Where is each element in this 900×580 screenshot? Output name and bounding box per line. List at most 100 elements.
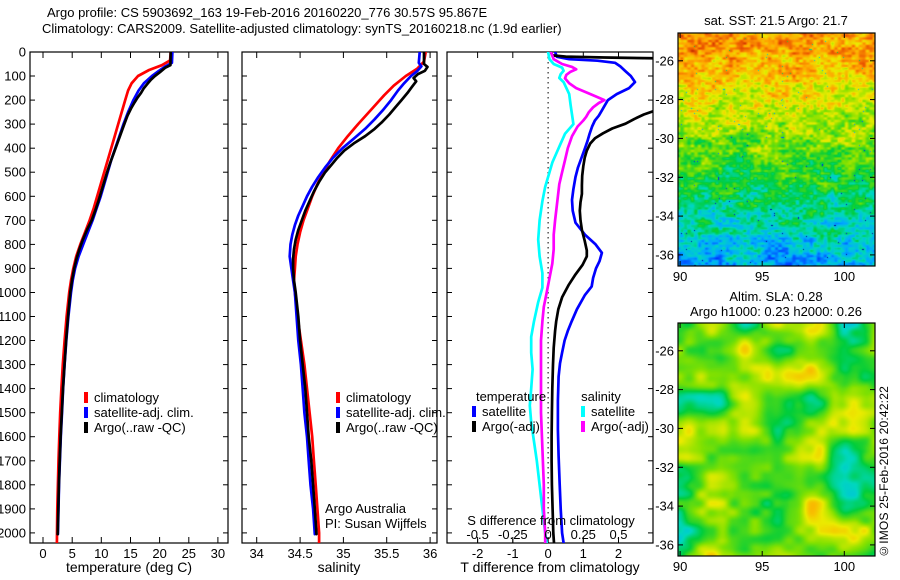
- t-difference-axis-label: T difference from climatology: [460, 559, 640, 575]
- sla-map-subtitle: Argo h1000: 0.23 h2000: 0.26: [689, 304, 863, 319]
- svg-text:1900: 1900: [0, 501, 26, 516]
- svg-text:-2: -2: [472, 546, 484, 561]
- svg-text:-36: -36: [655, 247, 674, 262]
- legend-item-s-argo-adj: Argo(-adj): [581, 419, 649, 434]
- legend-swatch-satellite-adj: [84, 407, 88, 418]
- svg-text:36: 36: [423, 546, 437, 561]
- svg-text:2000: 2000: [0, 525, 26, 540]
- legend-label-t-argo-adj: Argo(-adj): [482, 419, 540, 434]
- legend-item-t-satellite: satellite: [472, 404, 540, 419]
- svg-text:-26: -26: [655, 343, 674, 358]
- svg-text:95: 95: [755, 269, 769, 284]
- sla-heatmap: [678, 323, 875, 556]
- svg-text:100: 100: [4, 69, 26, 84]
- s-difference-tick-labels: -0.5 -0.25 0 0.25 0.5: [0, 527, 900, 542]
- svg-text:-32: -32: [655, 170, 674, 185]
- legend-swatch-climatology: [336, 392, 340, 403]
- s-difference-tick: 0: [544, 527, 552, 542]
- svg-text:600: 600: [4, 189, 26, 204]
- svg-text:1300: 1300: [0, 357, 26, 372]
- svg-text:1800: 1800: [0, 477, 26, 492]
- legend-label-climatology: climatology: [346, 390, 412, 405]
- svg-text:100: 100: [833, 559, 855, 574]
- svg-text:900: 900: [4, 261, 26, 276]
- legend-label-argo-raw: Argo(..raw -QC): [346, 420, 438, 435]
- sst-map-title: sat. SST: 21.5 Argo: 21.7: [704, 13, 848, 28]
- svg-text:-28: -28: [655, 382, 674, 397]
- legend-item-satellite-adj: satellite-adj. clim.: [336, 405, 446, 420]
- legend-swatch-climatology: [84, 392, 88, 403]
- svg-text:10: 10: [94, 546, 108, 561]
- svg-text:90: 90: [673, 269, 687, 284]
- svg-text:34: 34: [249, 546, 263, 561]
- imos-watermark: ©IMOS 25-Feb-2016 20:42:22: [877, 386, 891, 558]
- legend-swatch-t-satellite: [472, 406, 476, 417]
- curve-t-satellite: [553, 52, 637, 543]
- salinity-axis-label: salinity: [317, 559, 361, 575]
- legend-temperature-panel: climatology satellite-adj. clim. Argo(..…: [84, 390, 194, 435]
- s-difference-axis-label: S difference from climatology: [467, 513, 635, 528]
- svg-text:30: 30: [211, 546, 225, 561]
- s-difference-tick: -0.25: [498, 527, 528, 542]
- legend-swatch-t-argo-adj: [472, 421, 476, 432]
- svg-text:300: 300: [4, 117, 26, 132]
- svg-text:700: 700: [4, 213, 26, 228]
- legend-item-t-argo-adj: Argo(-adj): [472, 419, 540, 434]
- svg-text:5: 5: [69, 546, 76, 561]
- svg-text:-34: -34: [655, 209, 674, 224]
- svg-text:1000: 1000: [0, 285, 26, 300]
- curve-s-argo-adj-: [539, 52, 606, 543]
- svg-text:-1: -1: [507, 546, 519, 561]
- svg-text:1500: 1500: [0, 405, 26, 420]
- curve-satellite-adj-clim-: [56, 52, 174, 536]
- legend-swatch-s-satellite: [581, 406, 585, 417]
- svg-text:1600: 1600: [0, 429, 26, 444]
- svg-text:1: 1: [580, 546, 587, 561]
- s-difference-tick: 0.25: [570, 527, 596, 542]
- svg-text:-30: -30: [655, 421, 674, 436]
- legend-label-s-argo-adj: Argo(-adj): [591, 419, 649, 434]
- figure-title: Argo profile: CS 5903692_163 19-Feb-2016…: [47, 5, 488, 20]
- curve-t-argo-adj-: [549, 52, 653, 543]
- curve-argo-raw-qc-: [291, 52, 429, 536]
- svg-text:25: 25: [182, 546, 196, 561]
- svg-text:200: 200: [4, 93, 26, 108]
- legend-label-satellite-adj: satellite-adj. clim.: [94, 405, 194, 420]
- sst-heatmap: [678, 33, 875, 266]
- svg-text:20: 20: [152, 546, 166, 561]
- legend-swatch-argo-raw: [84, 422, 88, 433]
- annotation-argo-australia: Argo Australia: [325, 501, 406, 516]
- legend-swatch-satellite-adj: [336, 407, 340, 418]
- svg-text:1400: 1400: [0, 381, 26, 396]
- svg-text:-36: -36: [655, 537, 674, 552]
- s-difference-tick: 0.5: [609, 527, 628, 542]
- sla-map-title: Altim. SLA: 0.28: [729, 289, 823, 304]
- svg-text:35.5: 35.5: [374, 546, 399, 561]
- svg-text:0: 0: [544, 546, 551, 561]
- legend-item-s-satellite: satellite: [581, 404, 649, 419]
- legend-label-climatology: climatology: [94, 390, 160, 405]
- legend-item-climatology: climatology: [84, 390, 194, 405]
- svg-text:90: 90: [673, 559, 687, 574]
- legend-label-t-satellite: satellite: [482, 404, 527, 419]
- svg-text:500: 500: [4, 165, 26, 180]
- svg-text:1200: 1200: [0, 333, 26, 348]
- temperature-axis-label: temperature (deg C): [65, 559, 193, 575]
- svg-text:-26: -26: [655, 53, 674, 68]
- svg-text:15: 15: [123, 546, 137, 561]
- svg-text:0: 0: [39, 546, 46, 561]
- curve-climatology: [55, 52, 173, 543]
- svg-text:0: 0: [19, 45, 26, 60]
- legend-item-argo-raw: Argo(..raw -QC): [84, 420, 194, 435]
- legend-difference-salinity: satellite Argo(-adj): [581, 404, 649, 434]
- legend-difference-temperature: satellite Argo(-adj): [472, 404, 540, 434]
- svg-text:800: 800: [4, 237, 26, 252]
- legend-label-satellite-adj: satellite-adj. clim.: [346, 405, 446, 420]
- svg-text:-32: -32: [655, 460, 674, 475]
- legend-swatch-argo-raw: [336, 422, 340, 433]
- legend-item-argo-raw: Argo(..raw -QC): [336, 420, 446, 435]
- annotation-pi: PI: Susan Wijffels: [325, 516, 427, 531]
- s-difference-tick: -0.5: [466, 527, 489, 542]
